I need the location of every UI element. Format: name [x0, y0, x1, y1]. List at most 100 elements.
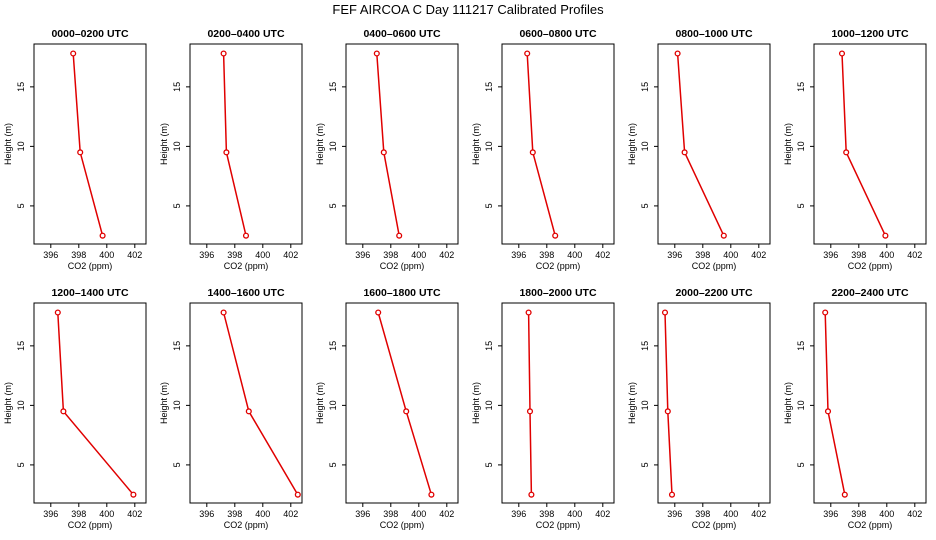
chart-panel: 0800–1000 UTC 396 398 400 402 5 10 15 CO2 (ppm) H… — [627, 28, 771, 271]
y-tick-label: 15 — [640, 341, 650, 351]
data-point — [70, 50, 77, 57]
y-axis-label: Height (m) — [159, 123, 169, 165]
x-tick-label: 396 — [199, 509, 214, 519]
y-axis-label: Height (m) — [315, 382, 325, 424]
y-axis-label: Height (m) — [627, 382, 637, 424]
data-point — [294, 491, 301, 498]
x-axis-label: CO2 (ppm) — [68, 520, 113, 530]
x-tick-label: 398 — [695, 250, 710, 260]
y-tick-label: 15 — [640, 82, 650, 92]
chart-panel: 1000–1200 UTC 396 398 400 402 5 10 15 CO2 (ppm) H… — [783, 28, 927, 271]
panel-title: 2000–2200 UTC — [675, 287, 752, 299]
y-axis-label: Height (m) — [471, 123, 481, 165]
y-tick-label: 5 — [640, 203, 650, 208]
x-tick-label: 398 — [227, 509, 242, 519]
y-tick-label: 10 — [172, 400, 182, 410]
plot-frame — [813, 43, 927, 245]
y-tick-label: 5 — [796, 462, 806, 467]
y-tick-label: 5 — [796, 203, 806, 208]
plot-frame — [33, 302, 147, 504]
y-axis-label: Height (m) — [3, 382, 13, 424]
x-tick-label: 400 — [99, 509, 114, 519]
panel-title: 0400–0600 UTC — [363, 28, 440, 40]
data-point — [428, 491, 435, 498]
chart-panel: 0400–0600 UTC 396 398 400 402 5 10 15 CO2 (ppm) H… — [315, 28, 459, 271]
data-point — [77, 149, 84, 156]
y-tick-label: 15 — [16, 341, 26, 351]
data-point — [674, 50, 681, 57]
y-tick-label: 15 — [172, 341, 182, 351]
chart-panel: 1200–1400 UTC 396 398 400 402 5 10 15 CO2 (ppm) H… — [3, 287, 147, 530]
plot-frame — [657, 302, 771, 504]
data-point — [841, 491, 848, 498]
y-tick-label: 10 — [796, 141, 806, 151]
plot-frame — [345, 302, 459, 504]
data-point — [375, 309, 382, 316]
y-axis-label: Height (m) — [471, 382, 481, 424]
chart-panel: 1600–1800 UTC 396 398 400 402 5 10 15 CO2 (ppm) H… — [315, 287, 459, 530]
plot-frame — [501, 43, 615, 245]
data-point — [54, 309, 61, 316]
x-tick-label: 400 — [567, 509, 582, 519]
y-tick-label: 10 — [484, 141, 494, 151]
plot-frame — [813, 302, 927, 504]
x-axis-label: CO2 (ppm) — [536, 520, 581, 530]
x-tick-label: 396 — [823, 250, 838, 260]
y-tick-label: 15 — [16, 82, 26, 92]
panel-title: 0000–0200 UTC — [51, 28, 128, 40]
x-tick-label: 400 — [255, 250, 270, 260]
x-axis-label: CO2 (ppm) — [848, 520, 893, 530]
x-tick-label: 396 — [355, 250, 370, 260]
x-tick-label: 402 — [595, 509, 610, 519]
y-tick-label: 15 — [172, 82, 182, 92]
y-tick-label: 5 — [16, 203, 26, 208]
x-tick-label: 402 — [127, 250, 142, 260]
x-tick-label: 398 — [383, 509, 398, 519]
plot-frame — [189, 43, 303, 245]
x-tick-label: 398 — [383, 250, 398, 260]
x-tick-label: 402 — [907, 509, 922, 519]
y-axis-label: Height (m) — [315, 123, 325, 165]
x-axis-label: CO2 (ppm) — [224, 261, 269, 271]
data-point — [529, 149, 536, 156]
y-tick-label: 5 — [328, 203, 338, 208]
x-axis-label: CO2 (ppm) — [848, 261, 893, 271]
data-point — [223, 149, 230, 156]
data-point — [130, 491, 137, 498]
figure-title: FEF AIRCOA C Day 111217 Calibrated Profi… — [332, 2, 604, 17]
x-axis-label: CO2 (ppm) — [380, 520, 425, 530]
x-tick-label: 396 — [511, 250, 526, 260]
y-tick-label: 10 — [484, 400, 494, 410]
chart-panel: 1800–2000 UTC 396 398 400 402 5 10 15 CO2 (ppm) H… — [471, 287, 615, 530]
series-line — [527, 312, 533, 495]
data-point — [373, 50, 380, 57]
panel-title: 0800–1000 UTC — [675, 28, 752, 40]
series-line — [72, 53, 104, 236]
chart-panel: 0200–0400 UTC 396 398 400 402 5 10 15 CO2 (ppm) H… — [159, 28, 303, 271]
panel-title: 1400–1600 UTC — [207, 287, 284, 299]
x-tick-label: 402 — [595, 250, 610, 260]
data-point — [843, 149, 850, 156]
data-point — [882, 232, 889, 239]
data-point — [396, 232, 403, 239]
x-tick-label: 398 — [851, 509, 866, 519]
data-point — [528, 491, 535, 498]
y-tick-label: 15 — [484, 82, 494, 92]
y-axis-label: Height (m) — [627, 123, 637, 165]
y-tick-label: 10 — [172, 141, 182, 151]
y-axis-label: Height (m) — [783, 382, 793, 424]
series-line — [222, 312, 299, 496]
data-point — [524, 50, 531, 57]
x-tick-label: 400 — [411, 250, 426, 260]
y-tick-label: 10 — [796, 400, 806, 410]
data-point — [403, 408, 410, 415]
y-tick-label: 5 — [640, 462, 650, 467]
data-point — [242, 232, 250, 239]
y-tick-label: 15 — [796, 341, 806, 351]
data-point — [99, 232, 106, 239]
x-tick-label: 402 — [907, 250, 922, 260]
chart-panel: 0600–0800 UTC 396 398 400 402 5 10 15 CO2 (ppm) H… — [471, 28, 615, 271]
plot-frame — [33, 43, 147, 245]
x-tick-label: 398 — [71, 509, 86, 519]
